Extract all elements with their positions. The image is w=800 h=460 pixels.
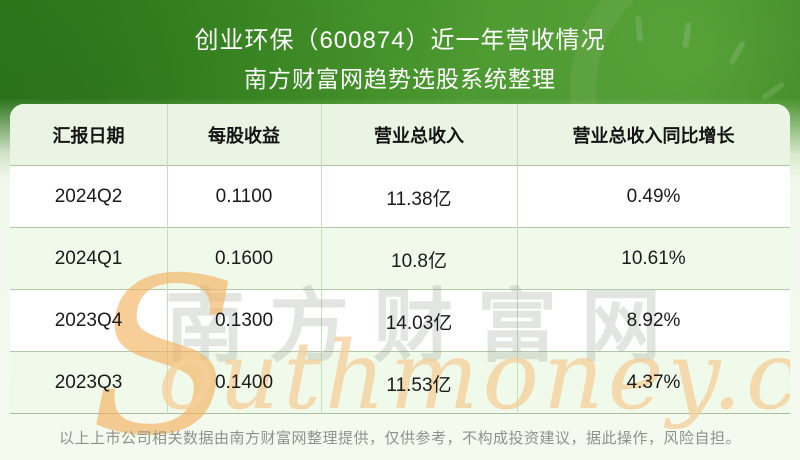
table-cell-eps: 0.1400	[214, 372, 274, 393]
table-cell-eps: 0.1300	[214, 310, 274, 331]
table-cell-eps: 0.1600	[214, 248, 274, 269]
page-title: 创业环保（600874）近一年营收情况	[194, 27, 606, 54]
table-row-stripe	[10, 228, 790, 290]
column-divider	[517, 104, 518, 414]
table-cell-growth: 0.49%	[626, 186, 681, 207]
table-cell-revenue: 11.53亿	[386, 374, 452, 396]
column-header-total-revenue: 营业总收入	[374, 126, 464, 146]
table-cell-growth: 10.61%	[621, 248, 686, 269]
column-divider	[321, 104, 322, 414]
page-subtitle: 南方财富网趋势选股系统整理	[244, 66, 556, 92]
table-cell-revenue: 10.8亿	[391, 250, 447, 272]
table-cell-revenue: 14.03亿	[385, 312, 453, 334]
table-cell-eps: 0.1100	[215, 186, 273, 207]
header-text-block: 创业环保（600874）近一年营收情况 南方财富网趋势选股系统整理	[0, 24, 800, 96]
table-cell-date: 2024Q2	[54, 186, 123, 207]
column-header-eps: 每股收益	[208, 126, 280, 146]
column-divider	[167, 104, 168, 414]
table-cell-growth: 4.37%	[626, 372, 681, 393]
table-row-stripe	[10, 352, 790, 414]
table-row-stripe	[10, 290, 790, 352]
table-cell-revenue: 11.38亿	[386, 188, 452, 210]
column-header-yoy-growth: 营业总收入同比增长	[572, 126, 735, 146]
table-cell-date: 2023Q4	[54, 310, 123, 331]
revenue-table: 汇报日期 每股收益 营业总收入 营业总收入同比增长 2024Q2 0.1100 …	[10, 104, 790, 414]
table-cell-date: 2024Q1	[54, 248, 123, 269]
footer-disclaimer: 以上上市公司相关数据由南方财富网整理提供，仅供参考，不构成投资建议，据此操作，风…	[58, 430, 741, 447]
table-cell-date: 2023Q3	[54, 372, 123, 393]
table-header-stripe	[10, 104, 790, 166]
table-row-stripe	[10, 166, 790, 228]
column-header-report-date: 汇报日期	[52, 126, 125, 146]
data-card: 南方财富网 S outhmoney.com 汇报日期 每股收益 营业总收入 营业…	[10, 104, 790, 460]
table-cell-growth: 8.92%	[626, 310, 681, 331]
